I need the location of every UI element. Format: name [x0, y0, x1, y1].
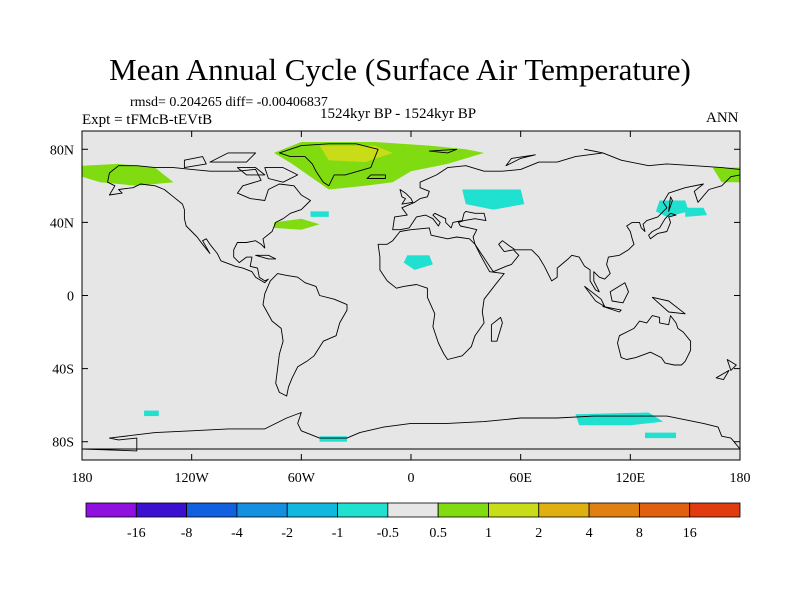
anomaly-north-atlantic-warm [273, 218, 320, 230]
colorbar-label: 2 [535, 526, 542, 541]
x-tick-label: 0 [408, 471, 415, 486]
x-tick-label: 180 [730, 471, 751, 486]
coastline [392, 152, 740, 293]
coastline [399, 189, 414, 205]
experiment-label: Expt = tFMcB-tEVtB [82, 112, 213, 128]
coastline [617, 315, 692, 366]
y-tick-label: 40S [52, 363, 74, 378]
colorbar-label: 16 [683, 526, 697, 541]
coastline [209, 152, 257, 163]
coastline-layer [82, 143, 740, 452]
coastline [668, 196, 673, 212]
anomaly-alaska-warm [82, 163, 174, 186]
coastline [366, 174, 386, 179]
colorbar-label: -4 [231, 526, 243, 541]
x-tick-label: 60W [288, 471, 316, 486]
coastline [609, 282, 629, 304]
colorbar-box [588, 502, 640, 518]
colorbar-box [689, 502, 741, 518]
coastline [651, 296, 686, 315]
coastline [264, 167, 299, 183]
coastline [183, 156, 207, 169]
colorbar-box [85, 502, 137, 518]
colorbar: -16 -8 -4 -2 -1 -0.5 0.5 1 2 4 8 16 [85, 502, 741, 541]
y-tick-label: 80S [52, 436, 74, 451]
anomaly-north-pacific-cool [685, 207, 708, 217]
coastline [236, 167, 266, 176]
anomaly-caspian-cool [462, 189, 525, 210]
colorbar-label: 1 [485, 526, 492, 541]
coastline [82, 412, 740, 452]
anomaly-ross-sea-cool [645, 432, 676, 439]
coastline [262, 273, 348, 397]
coastline [584, 148, 604, 154]
colorbar-label: -2 [281, 526, 293, 541]
anomaly-japan-cool [655, 200, 689, 217]
coastline [648, 212, 677, 240]
x-tick-label: 120E [616, 471, 646, 486]
coastline [255, 254, 277, 260]
coastline [602, 306, 622, 313]
x-tick-label: 180 [72, 471, 93, 486]
colorbar-box [286, 502, 338, 518]
colorbar-label: 8 [636, 526, 643, 541]
y-tick-label: 40N [50, 216, 74, 231]
colorbar-box [638, 502, 691, 518]
y-tick-label: 0 [67, 290, 74, 305]
coastline [715, 369, 730, 381]
colorbar-label: -0.5 [377, 526, 399, 541]
colorbar-label: 0.5 [429, 526, 447, 541]
coastline [428, 148, 458, 154]
colorbar-box [538, 502, 590, 518]
colorbar-box [186, 502, 238, 518]
axis-layer: 180 120W 60W 0 60E 120E 180 80N 40N 0 40S 80S [50, 131, 751, 486]
coastline [377, 227, 505, 360]
colorbar-box [236, 502, 288, 518]
anomaly-eastern-siberia-warm [712, 167, 740, 183]
colorbar-box [337, 502, 389, 518]
colorbar-label: -1 [332, 526, 344, 541]
colorbar-label: -16 [127, 526, 146, 541]
colorbar-box [488, 502, 540, 518]
period-label: 1524kyr BP - 1524kyr BP [320, 106, 477, 122]
season-label: ANN [706, 110, 739, 126]
anomaly-south-pacific-cool [144, 410, 159, 417]
colorbar-label: -8 [181, 526, 193, 541]
anomaly-west-africa-cool [403, 255, 433, 270]
colorbar-box [135, 502, 188, 518]
map-title: Mean Annual Cycle (Surface Air Temperatu… [109, 52, 691, 87]
coastline [278, 143, 379, 187]
colorbar-label: 4 [586, 526, 593, 541]
x-tick-label: 120W [175, 471, 210, 486]
coastline [726, 359, 737, 371]
coastline [107, 165, 311, 284]
x-tick-label: 60E [509, 471, 532, 486]
y-tick-label: 80N [50, 143, 74, 158]
coastline [505, 154, 536, 167]
stats-label: rmsd= 0.204265 diff= -0.00406837 [130, 95, 328, 110]
map-background [82, 131, 740, 460]
colorbar-box [437, 502, 489, 518]
colorbar-box [387, 502, 439, 518]
anomaly-weddell-cool [319, 436, 347, 442]
coastline [490, 316, 503, 342]
anomaly-north-atlantic-cool [310, 211, 329, 217]
